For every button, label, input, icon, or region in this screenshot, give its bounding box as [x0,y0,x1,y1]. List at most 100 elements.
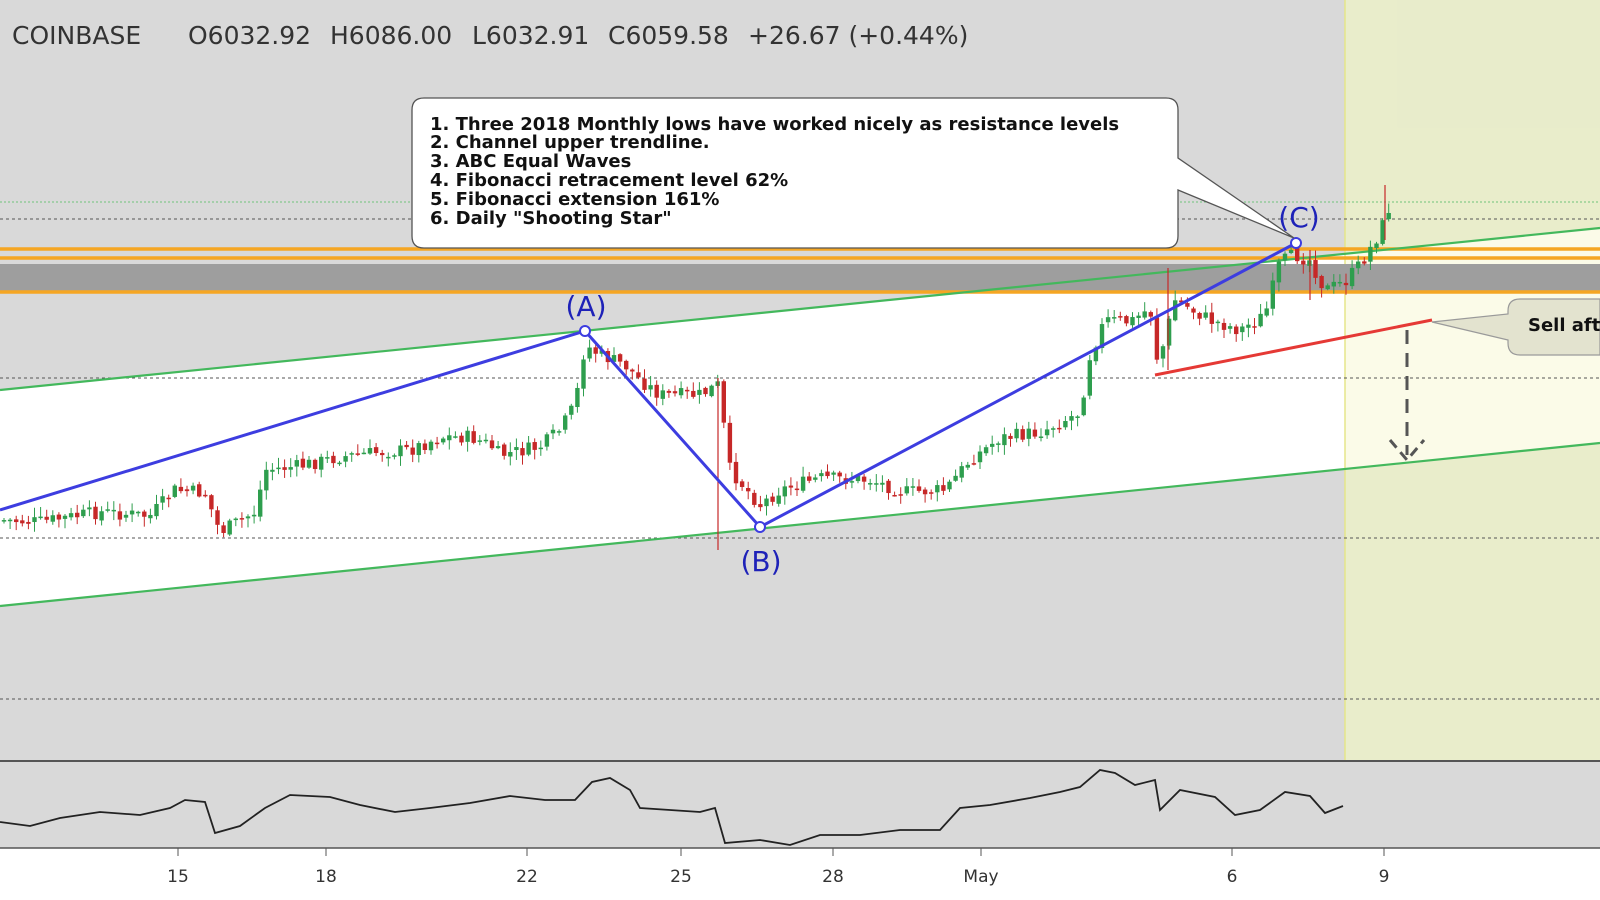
candle-body [428,441,434,451]
candle-body [312,459,318,470]
candle-body [965,464,970,468]
axis-strip [0,848,1600,900]
candle-body [1124,316,1129,324]
candle-body [1380,220,1385,244]
candle-body [556,431,562,433]
legend-high: H6086.00 [330,21,452,50]
candle-body [300,458,306,468]
x-tick-label: 28 [822,867,844,887]
candle-body [337,462,342,465]
legend-low: L6032.91 [472,21,589,50]
candle-body [288,467,293,470]
candle-body [160,496,165,503]
candle-body [276,467,281,470]
candle-body [68,513,74,518]
candle-body [1252,326,1257,328]
candle-body [306,459,312,468]
candle-body [1130,317,1135,326]
candle-body [105,509,110,511]
candle-body [166,497,171,500]
candle-body [471,431,476,443]
candle-body [93,506,98,520]
candle-body [355,453,360,455]
candle-body [1069,416,1074,421]
candle-body [1295,248,1300,262]
candle-body [831,472,836,475]
candle-body [184,489,190,492]
candle-body [703,387,708,395]
candle-body [1215,321,1221,324]
candle-body [434,442,440,445]
candle-body [477,440,482,442]
candle-body [746,488,751,492]
candle-body [575,387,580,408]
candle-body [1264,308,1269,316]
candle-body [111,509,116,512]
candle-body [1368,246,1373,262]
oscillator-line [0,769,1344,846]
candle-body [563,415,568,430]
candle-body [569,405,574,415]
candle-body [190,485,196,491]
candle-body [1,520,7,522]
candle-body [447,435,452,441]
candle-body [197,484,202,497]
x-tick-label: 9 [1379,867,1390,887]
candle-body [14,519,19,523]
candle-body [1197,312,1202,319]
candle-body [1227,326,1233,329]
candle-body [678,388,684,396]
candle-body [990,443,995,447]
candle-body [550,429,556,434]
candle-body [495,446,501,449]
candle-body [227,520,232,535]
candle-body [75,512,80,518]
candle-body [459,435,464,443]
candle-body [441,438,446,443]
x-tick-label: 22 [516,867,538,887]
x-axis: 15 18 22 25 28 May 6 9 [167,848,1389,887]
candle-body [1014,428,1019,439]
candle-body [904,486,909,494]
candle-body [392,455,397,457]
candle-body [660,390,665,399]
candle-body [1203,312,1208,318]
candle-body [727,422,733,463]
candle-body [367,448,373,454]
candle-body [1246,324,1251,328]
candle-body [1105,317,1111,323]
candle-body [520,448,525,456]
candle-body [361,452,367,455]
candle-body [880,482,885,485]
candle-body [1142,311,1147,318]
sell-callout-text: Sell aft [1528,315,1600,336]
candle-body [886,480,891,494]
candle-body [898,494,903,496]
candle-body [245,516,251,519]
candle-body [691,390,696,397]
candle-body [154,503,159,517]
candle-body [526,442,531,455]
candle-body [1234,326,1239,335]
candle-body [1349,267,1355,287]
candle-body [819,473,824,477]
candle-body [1136,315,1141,318]
candle-body [611,355,617,362]
x-tick-label: 6 [1227,867,1238,887]
legend-exchange: COINBASE [12,21,141,50]
x-tick-label: 18 [315,867,337,887]
candle-body [532,442,537,450]
candle-body [709,385,714,397]
candle-body [733,461,739,484]
ohlc-legend: COINBASE O6032.92 H6086.00 L6032.91 C605… [12,21,968,50]
candle-body [1191,308,1196,313]
candle-body [215,510,220,525]
candle-body [1063,421,1068,428]
channel-upper-trendline [0,226,1600,392]
candle-body [953,475,958,481]
annotation-lines: 1. Three 2018 Monthly lows have worked n… [430,114,1119,229]
legend-open: O6032.92 [188,21,311,50]
wave-label-b: (B) [740,545,781,578]
candle-body [916,486,922,491]
